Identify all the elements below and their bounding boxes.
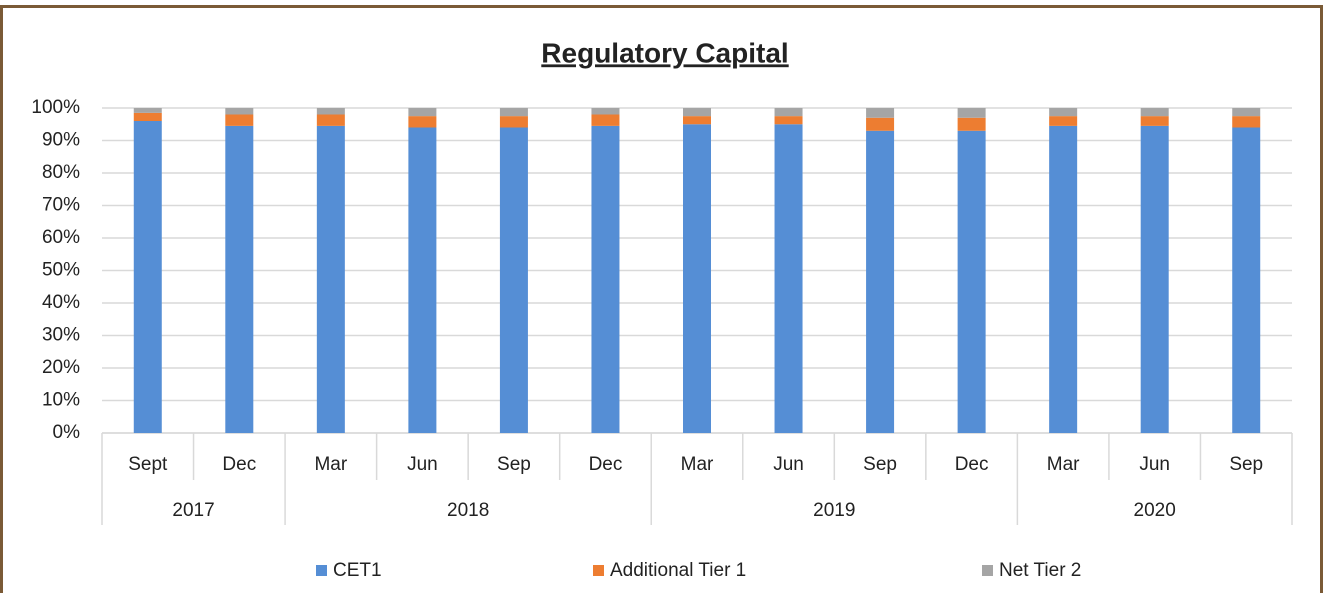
x-tick-label: Sep bbox=[1229, 454, 1263, 475]
bar-segment bbox=[1049, 108, 1078, 117]
x-tick-label: Dec bbox=[589, 454, 623, 475]
legend-label: Net Tier 2 bbox=[999, 560, 1081, 581]
bar-segment bbox=[774, 116, 803, 125]
bar-segment bbox=[225, 114, 254, 126]
bar-segment bbox=[774, 124, 803, 433]
x-group-label: 2017 bbox=[172, 500, 214, 521]
bar-segment bbox=[957, 108, 986, 118]
y-tick-label: 100% bbox=[31, 97, 80, 118]
legend-swatch bbox=[593, 565, 604, 576]
x-group-label: 2019 bbox=[813, 500, 855, 521]
x-tick-label: Mar bbox=[314, 454, 347, 475]
bar-segment bbox=[499, 116, 528, 128]
bar-segment bbox=[1232, 127, 1261, 433]
x-tick-label: Sep bbox=[863, 454, 897, 475]
bar-segment bbox=[408, 116, 437, 128]
x-tick-label: Sept bbox=[128, 454, 168, 475]
bar-segment bbox=[499, 127, 528, 433]
bar-segment bbox=[133, 112, 162, 121]
bar-segment bbox=[133, 108, 162, 113]
bar-segment bbox=[408, 108, 437, 117]
bar-segment bbox=[1232, 116, 1261, 128]
bar-segment bbox=[225, 108, 254, 115]
y-tick-label: 60% bbox=[42, 227, 80, 248]
bar-segment bbox=[1232, 108, 1261, 117]
bar-segment bbox=[499, 108, 528, 117]
y-tick-label: 30% bbox=[42, 325, 80, 346]
bar-segment bbox=[774, 108, 803, 117]
bar-segment bbox=[591, 108, 620, 115]
bar-segment bbox=[591, 114, 620, 126]
y-tick-label: 10% bbox=[42, 390, 80, 411]
legend-label: Additional Tier 1 bbox=[610, 560, 746, 581]
bar-segment bbox=[957, 130, 986, 433]
bar-segment bbox=[866, 117, 895, 131]
frame bbox=[0, 5, 1323, 593]
legend-swatch bbox=[982, 565, 993, 576]
y-tick-label: 90% bbox=[42, 130, 80, 151]
bar-segment bbox=[1049, 116, 1078, 126]
x-tick-label: Jun bbox=[773, 454, 804, 475]
bar-segment bbox=[133, 121, 162, 433]
bar-segment bbox=[316, 108, 345, 115]
bar-segment bbox=[683, 116, 711, 125]
bar-segment bbox=[957, 117, 986, 131]
legend-swatch bbox=[316, 565, 327, 576]
x-group-label: 2020 bbox=[1134, 500, 1176, 521]
x-group-label: 2018 bbox=[447, 500, 489, 521]
bar-segment bbox=[683, 124, 711, 433]
y-tick-label: 0% bbox=[53, 422, 81, 443]
x-tick-label: Jun bbox=[407, 454, 438, 475]
bar-segment bbox=[866, 108, 895, 118]
x-tick-label: Mar bbox=[1047, 454, 1080, 475]
x-tick-label: Dec bbox=[222, 454, 256, 475]
bar-segment bbox=[1049, 125, 1078, 433]
y-tick-label: 40% bbox=[42, 292, 80, 313]
bar-segment bbox=[408, 127, 437, 433]
bar-segment bbox=[1140, 108, 1169, 117]
bar-segment bbox=[316, 125, 345, 433]
bar-segment bbox=[683, 108, 711, 117]
x-tick-label: Sep bbox=[497, 454, 531, 475]
y-tick-label: 80% bbox=[42, 162, 80, 183]
y-tick-label: 50% bbox=[42, 260, 80, 281]
legend-label: CET1 bbox=[333, 560, 382, 581]
x-tick-label: Dec bbox=[955, 454, 989, 475]
bar-segment bbox=[866, 130, 895, 433]
x-tick-label: Jun bbox=[1139, 454, 1170, 475]
chart-title: Regulatory Capital bbox=[541, 37, 788, 68]
bar-segment bbox=[591, 125, 620, 433]
y-tick-label: 20% bbox=[42, 357, 80, 378]
bar-segment bbox=[1140, 125, 1169, 433]
bar-segment bbox=[225, 125, 254, 433]
y-tick-label: 70% bbox=[42, 195, 80, 216]
bar-segment bbox=[316, 114, 345, 126]
x-tick-label: Mar bbox=[681, 454, 714, 475]
bar-segment bbox=[1140, 116, 1169, 126]
